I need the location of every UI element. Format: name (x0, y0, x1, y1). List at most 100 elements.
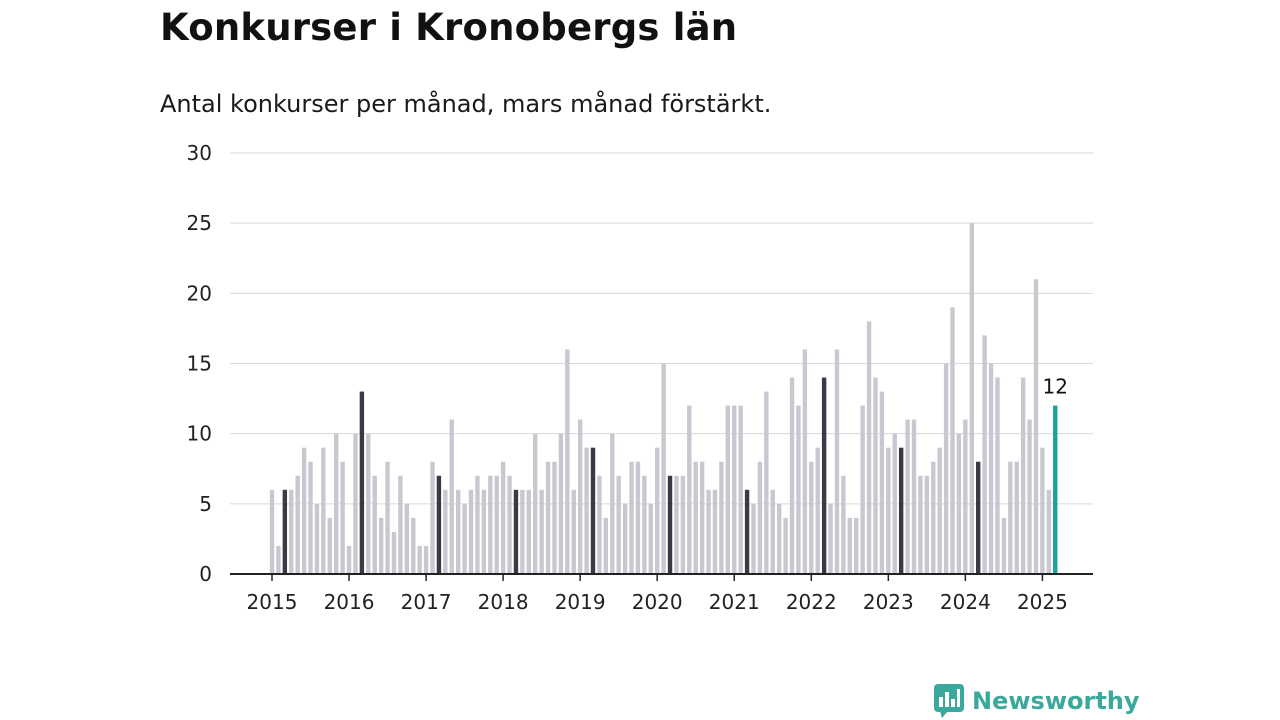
bar (661, 363, 666, 574)
bar (719, 461, 724, 574)
bar (340, 461, 345, 574)
bar (982, 335, 987, 574)
bar (443, 489, 448, 574)
y-tick-label: 30 (187, 141, 212, 165)
bar (886, 447, 891, 574)
bar (789, 377, 795, 574)
bar (346, 545, 352, 574)
bar (995, 377, 1000, 574)
bar (526, 489, 531, 574)
bar (417, 545, 422, 574)
bar (577, 419, 583, 574)
bar (809, 461, 814, 574)
bar (327, 517, 332, 574)
bar (712, 489, 718, 574)
bar (963, 419, 968, 574)
bar (398, 475, 403, 574)
bar (854, 517, 859, 574)
bar (539, 489, 544, 574)
bar (462, 503, 467, 574)
bar (1040, 447, 1045, 574)
bar (1046, 489, 1052, 574)
y-tick-label: 15 (187, 352, 212, 376)
bar (1027, 419, 1032, 574)
bar (449, 419, 454, 574)
bar (301, 447, 307, 574)
bar (507, 475, 512, 574)
bar (924, 475, 930, 574)
chart-subtitle: Antal konkurser per månad, mars månad fö… (160, 90, 772, 118)
x-tick-label: 2015 (247, 590, 298, 614)
bar (744, 489, 750, 574)
bar (500, 461, 506, 574)
bar (738, 405, 743, 574)
bar (956, 433, 962, 574)
bar (783, 517, 788, 574)
bar (276, 545, 281, 574)
bar (1053, 405, 1058, 574)
bar (622, 503, 628, 574)
bar (269, 489, 275, 574)
x-tick-label: 2018 (478, 590, 529, 614)
bar (655, 447, 660, 574)
brand-logo[interactable]: Newsworthy (934, 684, 1140, 718)
bar (359, 391, 365, 574)
bar (706, 489, 711, 574)
bar-chart-speech-bubble-icon (934, 684, 964, 718)
bar (334, 433, 339, 574)
bar (289, 489, 294, 574)
bar (411, 517, 416, 574)
x-tick-label: 2023 (863, 590, 914, 614)
bar (751, 503, 756, 574)
bar (282, 489, 288, 574)
bar (552, 461, 557, 574)
bar (732, 405, 737, 574)
y-tick-label: 20 (187, 281, 212, 305)
bar (513, 489, 519, 574)
bar (667, 475, 673, 574)
bar (905, 419, 910, 574)
bar (468, 489, 474, 574)
bar (1020, 377, 1026, 574)
bar (494, 475, 499, 574)
brand-name: Newsworthy (972, 687, 1140, 715)
bar (815, 447, 820, 574)
bar (1014, 461, 1019, 574)
bar (597, 475, 602, 574)
bar (353, 433, 358, 574)
bar (404, 503, 410, 574)
x-tick-label: 2025 (1017, 590, 1068, 614)
bar (423, 545, 429, 574)
x-tick-label: 2022 (786, 590, 837, 614)
bar (295, 475, 300, 574)
bar (642, 475, 647, 574)
y-tick-label: 25 (187, 211, 212, 235)
bar (796, 405, 801, 574)
bar (391, 531, 397, 574)
bar (629, 461, 634, 574)
bar (764, 391, 769, 574)
bar (1008, 461, 1013, 574)
bar (950, 307, 955, 574)
bar (898, 447, 904, 574)
bar (430, 461, 435, 574)
bar (308, 461, 313, 574)
bar (918, 475, 923, 574)
bar (565, 349, 570, 574)
bar (1001, 517, 1007, 574)
x-tick-label: 2017 (401, 590, 452, 614)
bar (757, 461, 763, 574)
bar (680, 475, 686, 574)
latest-value-label: 12 (1043, 375, 1068, 399)
bar (610, 433, 615, 574)
bar (687, 405, 692, 574)
bar (314, 503, 320, 574)
x-tick-label: 2021 (709, 590, 760, 614)
bar (372, 475, 377, 574)
bar (1033, 279, 1039, 574)
bar (988, 363, 994, 574)
bar (943, 363, 949, 574)
bar (648, 503, 653, 574)
bar (725, 405, 731, 574)
